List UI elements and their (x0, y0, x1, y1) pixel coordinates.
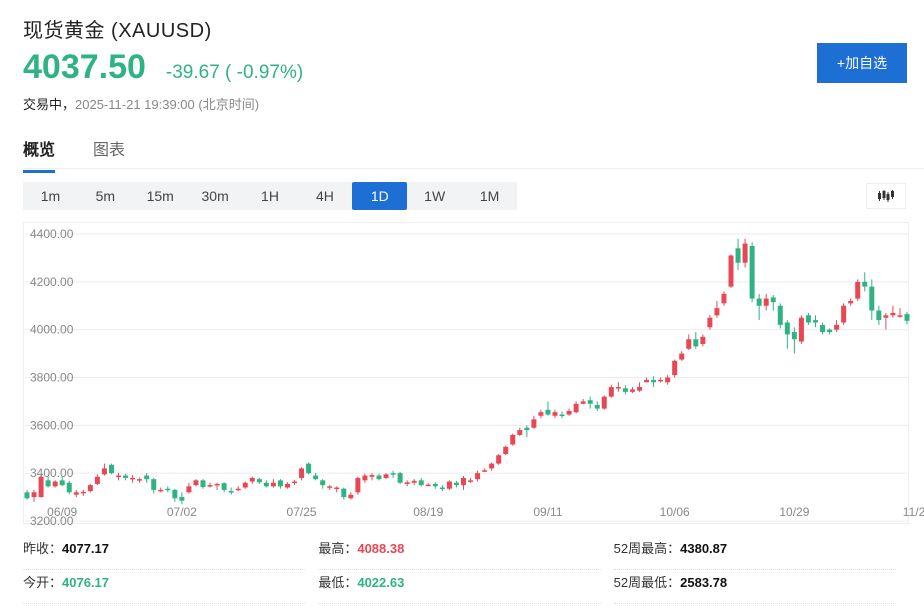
svg-text:06/09: 06/09 (47, 505, 77, 519)
period-30m[interactable]: 30m (201, 188, 229, 204)
svg-text:3600.00: 3600.00 (30, 418, 74, 432)
tab-overview[interactable]: 概览 (23, 136, 56, 173)
price-change: -39.67 ( -0.97%) (165, 62, 304, 83)
price-row: 4037.50 -39.67 ( -0.97%) (23, 48, 303, 87)
period-1h[interactable]: 1H (261, 188, 279, 204)
svg-text:09/11: 09/11 (533, 505, 562, 519)
svg-text:4200.00: 4200.00 (30, 275, 74, 289)
svg-text:3400.00: 3400.00 (30, 466, 74, 480)
svg-text:3800.00: 3800.00 (30, 371, 74, 385)
stat-52w-low: 52周最低：2583.78 (613, 570, 896, 604)
svg-text:07/25: 07/25 (287, 505, 317, 519)
timestamp: 2025-11-21 19:39:00 (75, 97, 195, 112)
svg-text:3200.00: 3200.00 (30, 514, 74, 528)
trading-status: 交易中，2025-11-21 19:39:00 (北京时间) (23, 94, 259, 113)
stat-high: 最高：4088.38 (318, 536, 601, 570)
tab-chart[interactable]: 图表 (93, 142, 126, 159)
period-1w[interactable]: 1W (424, 188, 446, 204)
period-1m[interactable]: 1m (40, 188, 61, 204)
section-tabs: 概览 图表 (23, 136, 163, 173)
stats-row: 今开：4076.17 最低：4022.63 52周最低：2583.78 (23, 570, 909, 604)
stat-52w-high: 52周最高：4380.87 (613, 536, 896, 570)
stat-prev-close: 昨收：4077.17 (23, 536, 306, 570)
svg-text:4000.00: 4000.00 (30, 323, 74, 337)
period-1mo[interactable]: 1M (479, 188, 500, 204)
svg-text:10/29: 10/29 (779, 505, 809, 519)
add-to-watchlist-button[interactable]: +加自选 (817, 43, 907, 83)
period-15m[interactable]: 15m (146, 188, 174, 204)
svg-text:07/02: 07/02 (167, 505, 197, 519)
period-1d[interactable]: 1D (352, 182, 408, 210)
status-label: 交易中， (23, 97, 76, 112)
timezone: (北京时间) (198, 97, 260, 112)
stats-panel: 昨收：4077.17 最高：4088.38 52周最高：4380.87 今开：4… (23, 536, 909, 604)
period-4h[interactable]: 4H (315, 188, 334, 204)
price-chart[interactable]: 3200.00 3400.00 3600.00 3800.00 4000.00 4200.… (23, 222, 924, 528)
current-price: 4037.50 (23, 48, 146, 86)
candlestick-icon (878, 190, 894, 202)
period-5m[interactable]: 5m (95, 188, 116, 204)
svg-text:08/19: 08/19 (413, 505, 443, 519)
stat-low: 最低：4022.63 (318, 570, 601, 604)
instrument-title: 现货黄金 (XAUUSD) (23, 20, 212, 42)
stat-open: 今开：4076.17 (23, 570, 306, 604)
svg-text:10/06: 10/06 (660, 505, 690, 519)
tabs-divider (23, 168, 924, 169)
period-selector: 1m 5m 15m 30m 1H 4H 1D 1W 1M (23, 182, 517, 210)
stats-row: 昨收：4077.17 最高：4088.38 52周最高：4380.87 (23, 536, 909, 570)
svg-text:11/2: 11/2 (903, 505, 924, 519)
chart-type-toggle[interactable] (866, 183, 906, 209)
svg-text:4400.00: 4400.00 (30, 227, 74, 241)
